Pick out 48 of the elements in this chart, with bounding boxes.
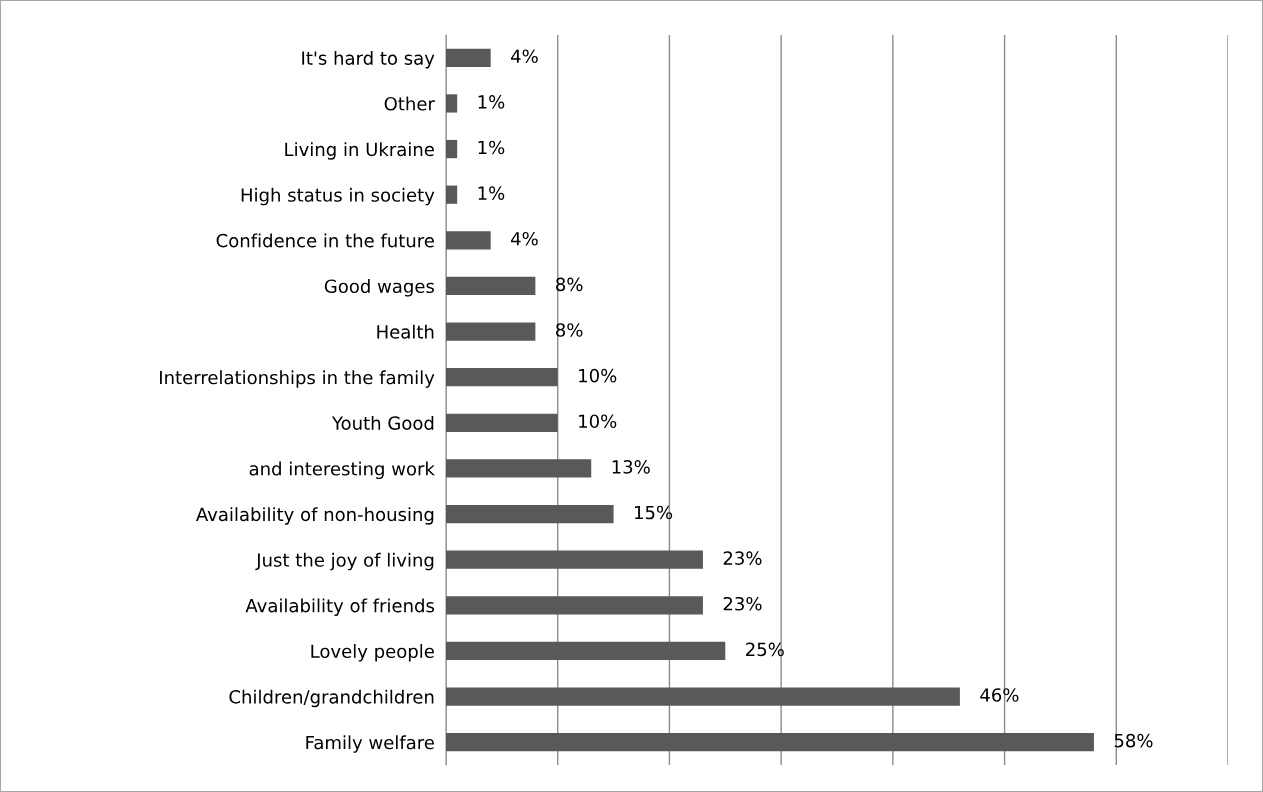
y-tick-label: Living in Ukraine — [285, 142, 434, 160]
bar — [446, 413, 558, 432]
y-tick-label: Children/grandchildren — [229, 689, 434, 708]
data-label: 4% — [511, 231, 538, 246]
data-label: 25% — [746, 642, 784, 657]
bar — [446, 687, 960, 706]
data-label: 10% — [579, 414, 617, 429]
y-tick-label: Family welfare — [306, 735, 434, 753]
y-tick-label: Lovely people — [311, 644, 434, 662]
y-tick-label: Other — [384, 96, 435, 111]
bar — [446, 276, 536, 296]
data-label: 8% — [556, 323, 583, 337]
bar — [446, 504, 614, 524]
data-label: 23% — [723, 551, 762, 565]
data-label: 15% — [635, 505, 673, 520]
bar — [446, 641, 726, 661]
data-label: 23% — [723, 596, 762, 611]
y-tick-label: Interrelationships in the family — [160, 370, 435, 388]
data-label: 10% — [579, 368, 617, 383]
y-tick-label: Youth Good — [331, 415, 434, 430]
bar — [446, 550, 703, 569]
y-tick-label: It's hard to say — [302, 50, 435, 69]
data-label: 4% — [511, 49, 538, 64]
data-label: 1% — [478, 186, 505, 200]
y-tick-label: High status in society — [241, 187, 435, 206]
bar — [446, 322, 536, 341]
bar — [446, 48, 491, 67]
y-tick-label: and interesting work — [249, 461, 435, 480]
data-label: 13% — [612, 460, 650, 474]
data-label: 1% — [478, 140, 505, 155]
y-tick-label: Availability of non-housing — [196, 507, 434, 525]
bar — [446, 139, 458, 159]
bar — [446, 459, 592, 478]
bar — [446, 94, 458, 113]
bar — [446, 733, 1094, 752]
data-label: 58% — [1114, 733, 1153, 748]
bar — [446, 368, 558, 387]
bar — [446, 231, 491, 250]
bar — [446, 185, 458, 204]
data-label: 8% — [556, 277, 583, 292]
y-tick-label: Good wages — [324, 279, 435, 297]
y-tick-label: Confidence in the future — [216, 233, 434, 248]
data-label: 1% — [478, 95, 505, 109]
y-tick-label: Just the joy of living — [255, 552, 434, 571]
data-label: 46% — [980, 688, 1019, 702]
y-tick-label: Health — [377, 324, 434, 339]
y-tick-label: Availability of friends — [245, 598, 435, 616]
bar — [446, 596, 703, 615]
